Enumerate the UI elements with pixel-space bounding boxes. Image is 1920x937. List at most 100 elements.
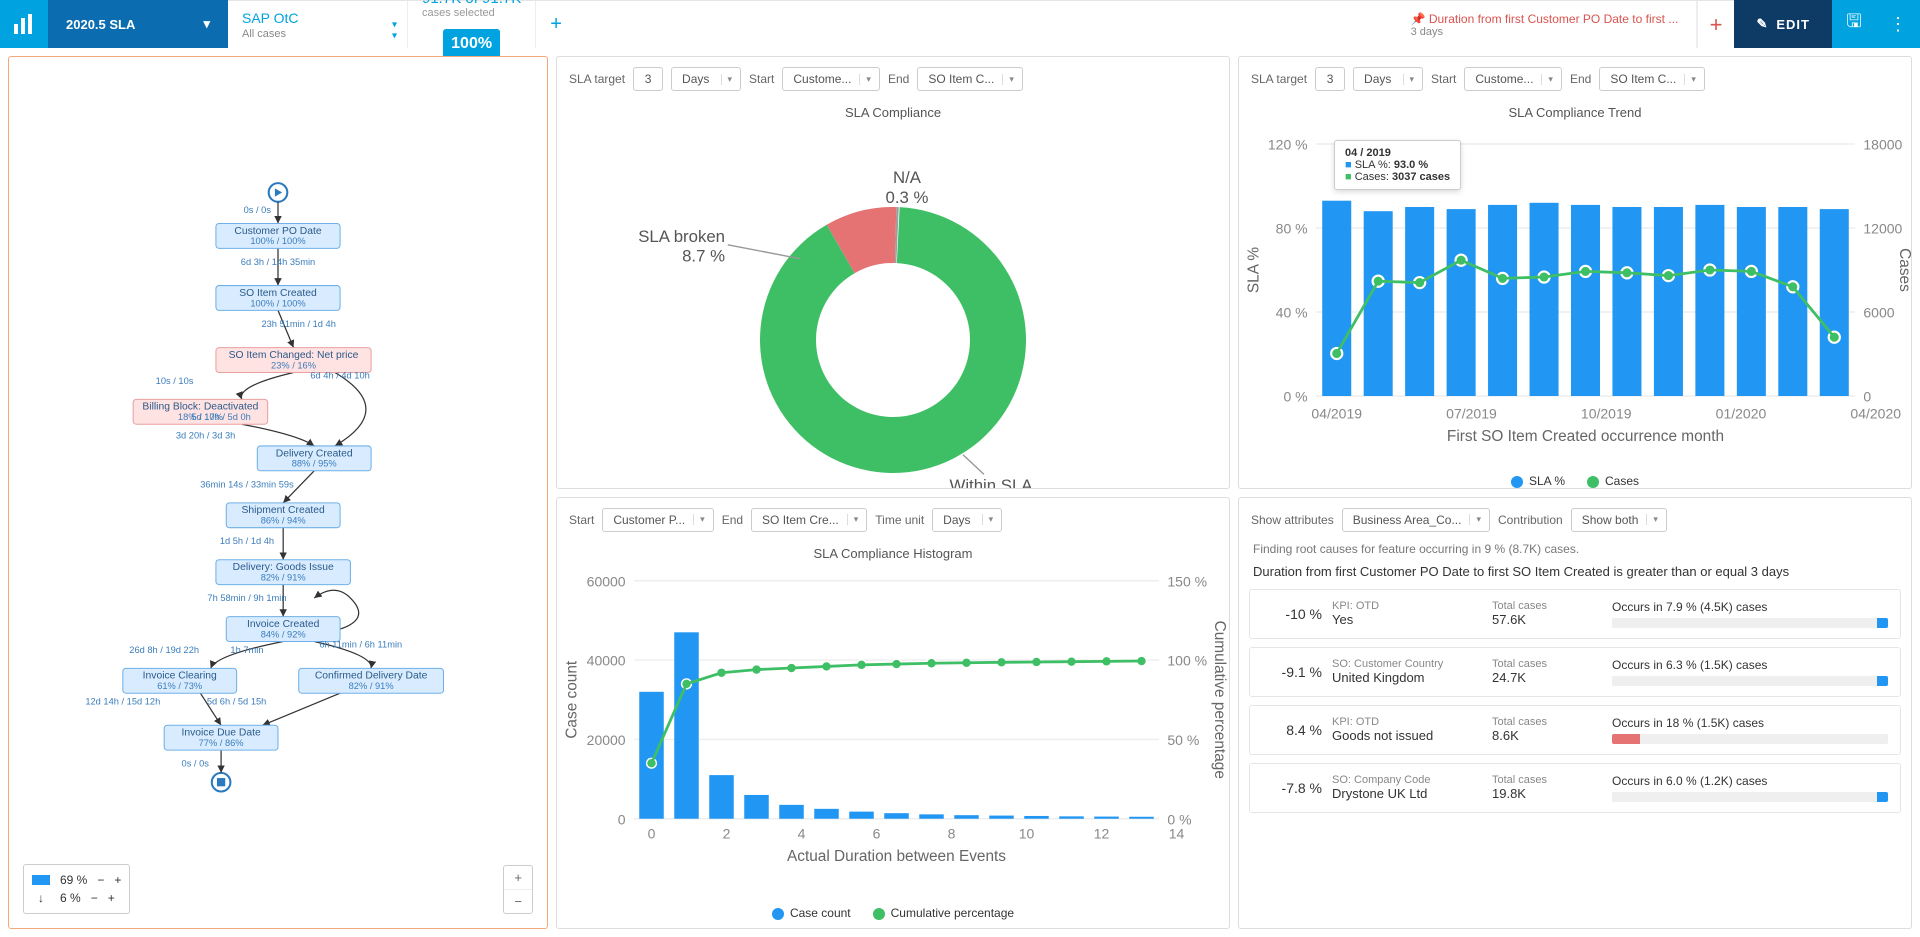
sla-unit-dd[interactable]: Days▾ [671,67,741,91]
hist-legend: Case count Cumulative percentage [557,898,1229,928]
sla-compliance-panel: SLA target 3 Days▾ Start Custome...▾ End… [556,56,1230,489]
hist-timeunit-dd[interactable]: Days▾ [932,508,1002,532]
rca-item[interactable]: -10 % KPI: OTDYes Total cases57.6K Occur… [1249,589,1901,639]
zoom-out-button[interactable]: − [504,890,532,913]
duration-filter[interactable]: 📌 Duration from first Customer PO Date t… [1397,1,1697,48]
save-icon: 🖫 [1846,9,1861,39]
trend-tooltip: 04 / 2019 ■ SLA %: 93.0 % ■ Cases: 3037 … [1334,140,1461,190]
svg-text:SLA broken: SLA broken [638,227,725,246]
trend-start-dd[interactable]: Custome...▾ [1464,67,1562,91]
svg-text:Shipment Created: Shipment Created [242,505,326,516]
svg-text:40000: 40000 [587,652,626,668]
svg-text:Cases: Cases [1896,248,1911,292]
process-graph[interactable]: Customer PO Date 100% / 100%SO Item Creat… [9,57,547,928]
svg-text:SO Item Created: SO Item Created [239,288,317,299]
main-grid: Customer PO Date 100% / 100%SO Item Creat… [0,48,1920,937]
hist-start-dd[interactable]: Customer P...▾ [602,508,713,532]
svg-text:61% / 73%: 61% / 73% [157,681,202,691]
svg-text:0s / 0s: 0s / 0s [244,205,272,215]
svg-text:Invoice Created: Invoice Created [247,619,320,630]
sla-histogram-panel: Start Customer P...▾ End SO Item Cre...▾… [556,497,1230,930]
sla-trend-panel: SLA target 3 Days▾ Start Custome...▾ End… [1238,56,1912,489]
sla-end-dd[interactable]: SO Item C...▾ [917,67,1023,91]
top-bar: 2020.5 SLA ▾ SAP OtC All cases ▾ ▾ 91.7K… [0,0,1920,48]
hist-end-dd[interactable]: SO Item Cre...▾ [751,508,867,532]
svg-text:10/2019: 10/2019 [1581,405,1632,421]
zoom-in-button[interactable]: + [504,866,532,890]
rca-item[interactable]: -7.8 % SO: Company CodeDrystone UK Ltd T… [1249,763,1901,813]
svg-text:77% / 86%: 77% / 86% [199,738,244,748]
svg-text:12000: 12000 [1863,221,1902,237]
svg-text:10s / 10s: 10s / 10s [156,376,194,386]
svg-text:20000: 20000 [587,732,626,748]
svg-text:3d 20h / 3d 3h: 3d 20h / 3d 3h [176,431,235,441]
svg-text:80 %: 80 % [1276,221,1308,237]
svg-text:82% / 91%: 82% / 91% [261,572,306,582]
chevron-down-icon: ▾ [392,31,397,42]
svg-text:Within SLA: Within SLA [949,476,1033,488]
process-graph-panel: Customer PO Date 100% / 100%SO Item Creat… [8,56,548,929]
kebab-icon: ⋮ [1889,14,1907,35]
svg-text:0: 0 [1863,389,1871,405]
svg-text:SLA %: SLA % [1246,247,1263,294]
svg-text:1h 7min: 1h 7min [230,645,263,655]
app-logo-icon[interactable] [0,0,48,48]
more-menu-button[interactable]: ⋮ [1876,0,1920,48]
svg-text:88% / 95%: 88% / 95% [292,459,337,469]
svg-text:04/2019: 04/2019 [1311,405,1362,421]
svg-text:6d 4h / 4d 10h: 6d 4h / 4d 10h [310,371,369,381]
svg-text:100 %: 100 % [1167,652,1207,668]
svg-text:01/2020: 01/2020 [1716,405,1767,421]
trend-legend: SLA % Cases [1239,466,1911,489]
pct-badge: 100% [443,29,500,59]
svg-text:10: 10 [1019,825,1035,841]
rca-item[interactable]: 8.4 % KPI: OTDGoods not issued Total cas… [1249,705,1901,755]
pencil-icon: ✎ [1756,16,1768,32]
rca-attr-dd[interactable]: Business Area_Co...▾ [1342,508,1490,532]
svg-text:5d 17h / 5d 0h: 5d 17h / 5d 0h [191,412,250,422]
svg-text:150 %: 150 % [1167,573,1207,589]
svg-text:0: 0 [648,825,656,841]
svg-text:6: 6 [873,825,881,841]
svg-text:12d 14h / 15d 12h: 12d 14h / 15d 12h [85,697,160,707]
svg-text:Customer PO Date: Customer PO Date [234,226,322,237]
sla-target-input[interactable]: 3 [633,67,663,91]
svg-text:0s / 0s: 0s / 0s [182,759,210,769]
rca-panel: Show attributes Business Area_Co...▾ Con… [1238,497,1912,930]
svg-text:1d 5h / 1d 4h: 1d 5h / 1d 4h [220,536,274,546]
trend-end-dd[interactable]: SO Item C...▾ [1599,67,1705,91]
svg-text:100% / 100%: 100% / 100% [250,298,305,308]
rca-contrib-dd[interactable]: Show both▾ [1571,508,1667,532]
donut-chart: SLA broken8.7 %N/A0.3 %Within SLA90.9 % [557,130,1229,489]
svg-text:First SO Item Created occurren: First SO Item Created occurrence month [1447,428,1724,445]
trend-unit-dd[interactable]: Days▾ [1353,67,1423,91]
donut-title: SLA Compliance [557,105,1229,120]
edit-button[interactable]: ✎ EDIT [1734,0,1832,48]
svg-text:50 %: 50 % [1167,732,1199,748]
cases-selected: 91.7K of 91.7K cases selected 100% [408,1,536,48]
svg-text:5d 6h / 5d 15h: 5d 6h / 5d 15h [207,697,266,707]
trend-target-input[interactable]: 3 [1315,67,1345,91]
activity-swatch-icon [32,875,50,885]
rca-description: Duration from first Customer PO Date to … [1239,564,1911,589]
svg-text:Case count: Case count [564,660,581,739]
svg-text:86% / 94%: 86% / 94% [261,516,306,526]
process-slider-controls[interactable]: 69 %−+ ↓6 %−+ [23,864,130,914]
svg-text:0: 0 [618,811,626,827]
chevron-down-icon: ▾ [392,19,397,30]
rca-finding: Finding root causes for feature occurrin… [1239,542,1911,564]
svg-text:23h 51min / 1d 4h: 23h 51min / 1d 4h [261,319,335,329]
add-filter-button[interactable]: + [536,1,576,48]
svg-text:36min 14s / 33min 59s: 36min 14s / 33min 59s [200,479,294,489]
dataset-selector[interactable]: SAP OtC All cases ▾ ▾ [228,1,408,48]
svg-text:18000: 18000 [1863,137,1902,153]
add-metric-button[interactable]: + [1697,1,1735,48]
svg-text:0 %: 0 % [1283,389,1307,405]
rca-item[interactable]: -9.1 % SO: Customer CountryUnited Kingdo… [1249,647,1901,697]
sla-selector[interactable]: 2020.5 SLA ▾ [48,0,228,48]
save-button[interactable]: 🖫 [1832,0,1876,48]
svg-text:N/A: N/A [893,168,922,187]
histogram-chart: 02000040000600000 %50 %100 %150 %0246810… [557,571,1229,899]
sla-start-dd[interactable]: Custome...▾ [782,67,880,91]
trend-title: SLA Compliance Trend [1239,105,1911,120]
